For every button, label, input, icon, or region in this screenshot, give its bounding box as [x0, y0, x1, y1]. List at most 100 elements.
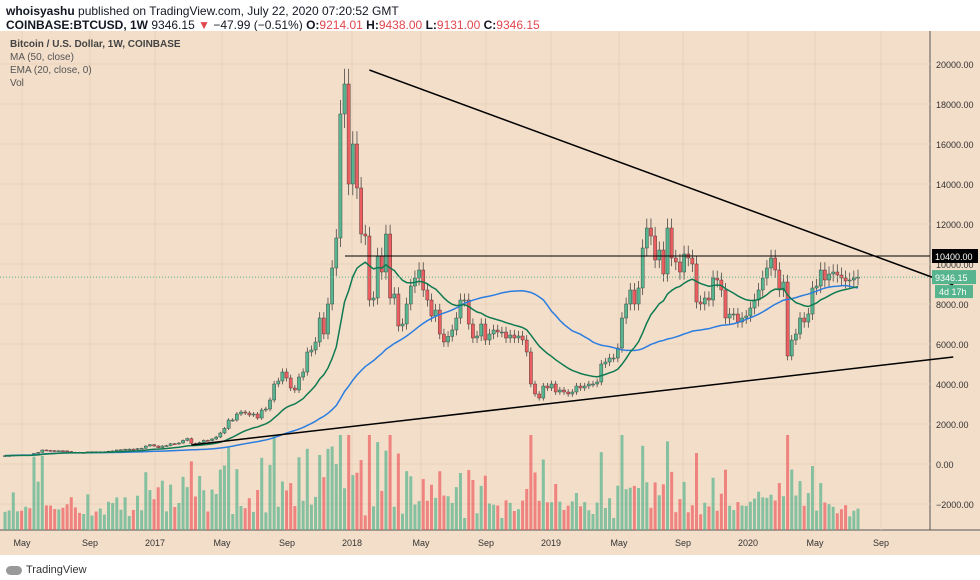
candle-body[interactable] — [698, 301, 703, 305]
candle-body[interactable] — [533, 383, 537, 395]
candle-body[interactable] — [508, 334, 512, 339]
candle-body[interactable] — [400, 323, 405, 327]
legend-ema[interactable]: EMA (20, close, 0) — [10, 65, 92, 76]
candle-body[interactable] — [280, 371, 285, 382]
candle-body[interactable] — [810, 287, 815, 315]
candle-body[interactable] — [65, 450, 69, 453]
candle-body[interactable] — [649, 227, 653, 237]
candle-body[interactable] — [239, 411, 243, 415]
candle-body[interactable] — [384, 233, 388, 273]
candle-body[interactable] — [839, 274, 844, 279]
candle-body[interactable] — [483, 323, 488, 341]
candle-body[interactable] — [326, 303, 330, 335]
candle-body[interactable] — [736, 313, 740, 323]
candle-body[interactable] — [123, 449, 127, 451]
candle-body[interactable] — [553, 383, 558, 393]
candle-body[interactable] — [500, 331, 504, 334]
candle-body[interactable] — [462, 299, 467, 302]
candle-body[interactable] — [835, 271, 840, 276]
candle-body[interactable] — [408, 285, 413, 305]
candle-body[interactable] — [247, 412, 252, 416]
trendline[interactable] — [369, 69, 954, 286]
candle-body[interactable] — [429, 299, 434, 317]
candle-body[interactable] — [831, 271, 835, 275]
candle-body[interactable] — [317, 317, 322, 343]
candle-body[interactable] — [119, 449, 123, 451]
candle-body[interactable] — [164, 445, 169, 447]
candle-body[interactable] — [359, 187, 363, 235]
candle-body[interactable] — [694, 263, 699, 303]
candle-body[interactable] — [201, 440, 206, 443]
candle-body[interactable] — [665, 227, 670, 275]
candle-body[interactable] — [334, 237, 339, 269]
candle-body[interactable] — [570, 391, 575, 395]
candle-body[interactable] — [802, 317, 806, 323]
candle-body[interactable] — [760, 277, 765, 291]
candle-body[interactable] — [421, 269, 426, 291]
candle-body[interactable] — [301, 371, 305, 378]
candle-body[interactable] — [156, 445, 161, 448]
candle-body[interactable] — [798, 317, 802, 335]
candle-body[interactable] — [723, 289, 728, 319]
candle-body[interactable] — [744, 315, 748, 319]
candle-body[interactable] — [674, 257, 678, 263]
candle-body[interactable] — [574, 385, 579, 393]
candle-body[interactable] — [371, 297, 376, 301]
candle-body[interactable] — [520, 335, 525, 341]
candle-body[interactable] — [545, 385, 550, 389]
candle-body[interactable] — [769, 257, 773, 269]
candle-body[interactable] — [177, 442, 181, 445]
candle-body[interactable] — [243, 411, 247, 414]
candle-body[interactable] — [222, 428, 227, 434]
legend-ma[interactable]: MA (50, close) — [10, 52, 74, 63]
candle-body[interactable] — [276, 380, 281, 385]
candle-body[interactable] — [115, 449, 119, 452]
candle-body[interactable] — [852, 277, 856, 281]
candle-body[interactable] — [624, 303, 628, 319]
candle-body[interactable] — [591, 383, 595, 386]
candle-body[interactable] — [268, 399, 272, 410]
candle-body[interactable] — [52, 450, 57, 452]
candle-body[interactable] — [611, 357, 616, 360]
candle-body[interactable] — [48, 450, 53, 452]
candle-body[interactable] — [765, 267, 769, 279]
candle-body[interactable] — [57, 450, 61, 452]
candle-body[interactable] — [392, 293, 397, 299]
candle-body[interactable] — [437, 309, 442, 335]
candle-body[interactable] — [185, 438, 189, 441]
candle-body[interactable] — [562, 389, 566, 393]
candle-body[interactable] — [297, 376, 301, 391]
candle-body[interactable] — [516, 335, 521, 339]
author[interactable]: whoisyashu — [6, 4, 75, 18]
candle-body[interactable] — [293, 387, 297, 391]
candle-body[interactable] — [731, 313, 736, 316]
candle-body[interactable] — [773, 257, 777, 271]
candle-body[interactable] — [578, 385, 583, 389]
candle-body[interactable] — [309, 349, 314, 353]
candle-body[interactable] — [781, 281, 786, 291]
candle-body[interactable] — [628, 289, 633, 305]
candle-body[interactable] — [595, 381, 599, 385]
candle-body[interactable] — [143, 445, 148, 449]
candle-body[interactable] — [226, 419, 231, 429]
candle-body[interactable] — [707, 297, 711, 301]
price-chart[interactable]: 20000.00 18000.00 16000.00 14000.00 12000.00… — [0, 31, 980, 556]
candle-body[interactable] — [255, 413, 260, 419]
candle-body[interactable] — [36, 452, 40, 454]
candle-body[interactable] — [566, 391, 570, 395]
candle-body[interactable] — [682, 253, 686, 273]
candle-body[interactable] — [653, 235, 657, 261]
candle-body[interactable] — [425, 289, 430, 301]
candle-body[interactable] — [711, 277, 715, 301]
candle-body[interactable] — [640, 247, 645, 289]
candle-body[interactable] — [847, 279, 852, 282]
candle-body[interactable] — [471, 323, 475, 339]
tradingview-logo[interactable]: TradingView — [6, 564, 87, 576]
candle-body[interactable] — [599, 363, 604, 383]
candle-body[interactable] — [582, 385, 587, 389]
candle-body[interactable] — [288, 377, 293, 389]
candle-body[interactable] — [818, 269, 823, 287]
candle-body[interactable] — [636, 287, 641, 305]
candle-body[interactable] — [620, 317, 624, 349]
candle-body[interactable] — [727, 313, 732, 319]
